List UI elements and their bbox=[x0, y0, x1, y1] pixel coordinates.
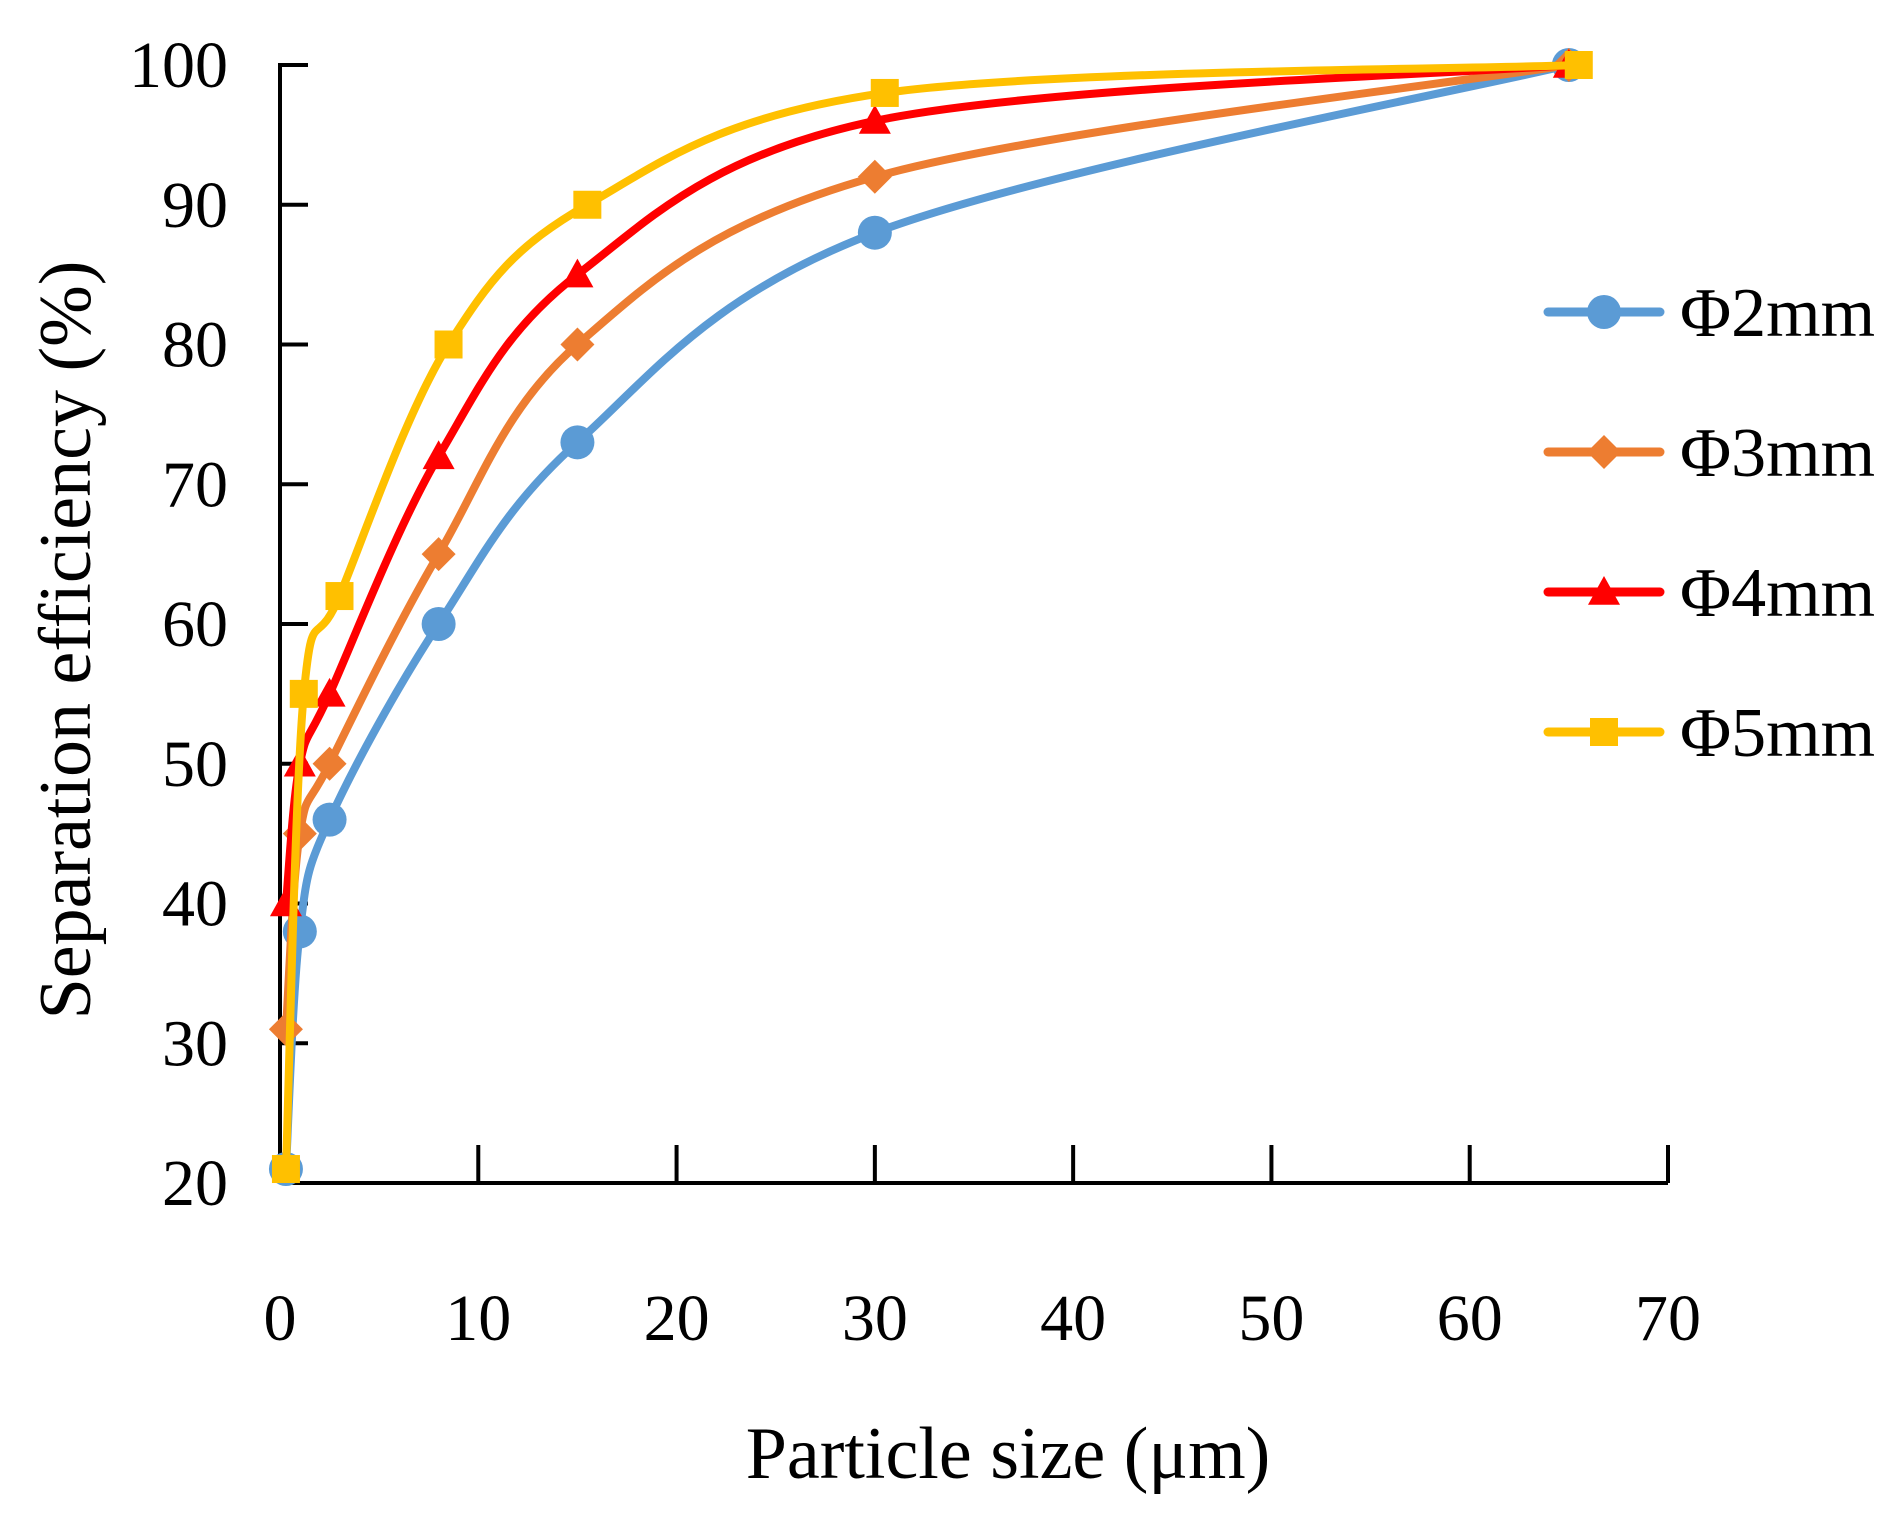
legend-label: Φ2mm bbox=[1680, 275, 1875, 352]
axes: 20 30 40 50 60 70 80 90 100 0 10 20 30 40 50 60 70 bbox=[129, 29, 1701, 1355]
data-point bbox=[560, 327, 595, 362]
y-tick-label: 100 bbox=[129, 29, 228, 102]
x-tick-label: 20 bbox=[644, 1282, 710, 1355]
series-2 bbox=[268, 48, 1586, 1047]
data-point bbox=[434, 330, 463, 359]
data-point bbox=[1564, 51, 1593, 79]
data-point bbox=[561, 258, 594, 288]
series-4 bbox=[271, 51, 1593, 1184]
legend-marker bbox=[1588, 576, 1620, 605]
data-point bbox=[857, 159, 892, 194]
data-point bbox=[268, 1012, 303, 1047]
y-tick-label: 30 bbox=[162, 1007, 228, 1080]
data-point bbox=[313, 677, 346, 707]
legend-label: Φ4mm bbox=[1680, 555, 1875, 632]
series-line bbox=[281, 61, 1573, 1034]
data-point bbox=[421, 607, 456, 641]
series-line bbox=[281, 61, 1573, 1174]
y-tick-label: 50 bbox=[162, 728, 228, 801]
legend-label: Φ5mm bbox=[1680, 695, 1875, 772]
series-line bbox=[281, 61, 1573, 908]
legend-marker bbox=[1590, 718, 1618, 746]
y-tick-label: 90 bbox=[162, 169, 228, 242]
legend-item: Φ3mm bbox=[1543, 415, 1875, 492]
y-tick-label: 80 bbox=[162, 309, 228, 382]
y-tick-label: 20 bbox=[162, 1147, 228, 1220]
x-tick-label: 0 bbox=[264, 1282, 297, 1355]
data-point bbox=[870, 78, 899, 107]
x-tick-label: 10 bbox=[445, 1282, 511, 1355]
x-tick-label: 30 bbox=[842, 1282, 908, 1355]
legend-item: Φ5mm bbox=[1543, 695, 1875, 772]
y-axis-title: Separation efficiency (%) bbox=[25, 261, 107, 1020]
legend-label: Φ3mm bbox=[1680, 415, 1875, 492]
series-layer bbox=[268, 48, 1593, 1187]
data-point bbox=[422, 440, 455, 470]
data-point bbox=[858, 104, 891, 134]
x-tick-label: 70 bbox=[1635, 1282, 1701, 1355]
series-3 bbox=[269, 49, 1585, 917]
data-point bbox=[573, 190, 602, 219]
legend-item: Φ4mm bbox=[1543, 555, 1875, 632]
legend: Φ2mm Φ3mm Φ4mm Φ5mm bbox=[1543, 275, 1875, 772]
legend-marker bbox=[1587, 435, 1621, 469]
data-point bbox=[857, 215, 892, 250]
legend-marker bbox=[1587, 295, 1621, 329]
x-tick-label: 40 bbox=[1040, 1282, 1106, 1355]
data-point bbox=[289, 679, 318, 708]
x-tick-label: 60 bbox=[1437, 1282, 1503, 1355]
data-point bbox=[271, 1155, 300, 1184]
legend-item: Φ2mm bbox=[1543, 275, 1875, 352]
y-tick-label: 60 bbox=[162, 588, 228, 661]
y-tick-label: 40 bbox=[162, 868, 228, 941]
x-axis-title: Particle size (μm) bbox=[746, 1413, 1271, 1495]
series-line bbox=[281, 61, 1583, 1174]
x-tick-label: 50 bbox=[1238, 1282, 1304, 1355]
data-point bbox=[560, 425, 595, 460]
data-point bbox=[312, 746, 347, 781]
y-tick-label: 70 bbox=[162, 448, 228, 521]
series-1 bbox=[268, 48, 1586, 1187]
data-point bbox=[325, 582, 354, 611]
data-point bbox=[312, 802, 347, 837]
data-point bbox=[421, 537, 456, 572]
